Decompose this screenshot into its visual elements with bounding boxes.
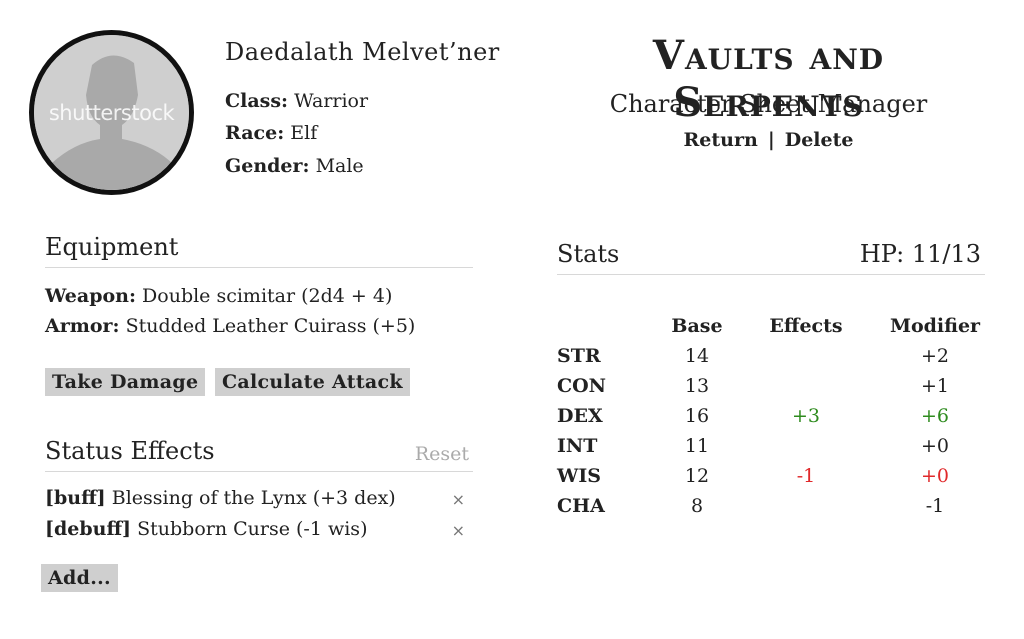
- stat-modifier: -1: [925, 495, 945, 517]
- table-row: CHA 8 -1: [557, 491, 1010, 521]
- effect-text: Stubborn Curse (-1 wis): [137, 518, 368, 540]
- table-row: INT 11 +0: [557, 431, 1010, 461]
- stat-effect: +3: [791, 405, 820, 427]
- character-portrait: shutterstock: [29, 30, 194, 195]
- character-name: Daedalath Melvet’ner: [225, 38, 500, 66]
- remove-effect-icon[interactable]: ×: [451, 521, 465, 540]
- gender-label: Gender:: [225, 155, 310, 177]
- weapon-label: Weapon:: [45, 285, 136, 307]
- gender-value: Male: [315, 155, 364, 177]
- weapon-value: Double scimitar (2d4 + 4): [142, 285, 393, 307]
- stat-base: 8: [690, 495, 704, 517]
- stat-base: 13: [684, 375, 710, 397]
- stat-modifier: +0: [920, 435, 949, 457]
- status-effect-item: [buff] Blessing of the Lynx (+3 dex) ×: [45, 487, 465, 509]
- portrait-silhouette: [34, 35, 189, 190]
- table-row: STR 14 +2: [557, 341, 1010, 371]
- stat-base: 14: [684, 345, 710, 367]
- take-damage-button[interactable]: Take Damage: [45, 368, 206, 396]
- effect-tag: [buff]: [45, 487, 106, 509]
- remove-effect-icon[interactable]: ×: [451, 490, 465, 509]
- status-effect-item: [debuff] Stubborn Curse (-1 wis) ×: [45, 518, 465, 540]
- stat-modifier: +2: [920, 345, 949, 367]
- stats-heading: Stats HP: 11/13: [557, 240, 985, 275]
- stat-name: INT: [557, 435, 598, 457]
- app-title: Vaults and Serpents: [652, 32, 885, 126]
- stat-effect: [752, 491, 860, 521]
- race-value: Elf: [290, 122, 318, 144]
- effect-text: Blessing of the Lynx (+3 dex): [111, 487, 396, 509]
- effect-tag: [debuff]: [45, 518, 132, 540]
- stat-base: 12: [684, 465, 710, 487]
- delete-link[interactable]: Delete: [784, 129, 854, 151]
- column-header: Effects: [769, 315, 843, 337]
- return-link[interactable]: Return: [683, 129, 758, 151]
- stat-name: CON: [557, 375, 607, 397]
- calculate-attack-button[interactable]: Calculate Attack: [215, 368, 410, 396]
- stat-name: WIS: [557, 465, 601, 487]
- nav-separator: |: [767, 129, 775, 151]
- race-label: Race:: [225, 122, 285, 144]
- stat-name: DEX: [557, 405, 603, 427]
- stat-name: STR: [557, 345, 601, 367]
- stat-effect: [752, 341, 860, 371]
- character-race: Race: Elf: [225, 122, 317, 144]
- stat-effect: [752, 431, 860, 461]
- stats-table: Base Effects Modifier STR 14 +2 CON 13 +…: [557, 311, 1010, 521]
- stat-effect: -1: [796, 465, 816, 487]
- add-effect-button[interactable]: Add...: [41, 564, 118, 592]
- class-value: Warrior: [294, 90, 369, 112]
- stat-effect: [752, 371, 860, 401]
- watermark-text: shutterstock: [48, 101, 175, 125]
- app-subtitle: Character Sheet Manager: [609, 90, 928, 118]
- armor-label: Armor:: [45, 315, 120, 337]
- stats-title: Stats: [557, 240, 620, 268]
- stat-name: CHA: [557, 495, 605, 517]
- column-header: Base: [671, 315, 723, 337]
- equipment-heading: Equipment: [45, 233, 473, 268]
- table-row: CON 13 +1: [557, 371, 1010, 401]
- stat-modifier: +0: [920, 465, 949, 487]
- weapon-line: Weapon: Double scimitar (2d4 + 4): [45, 285, 392, 307]
- stat-base: 11: [684, 435, 710, 457]
- column-header: [557, 311, 642, 341]
- hp-value: 11/13: [911, 240, 981, 268]
- stat-modifier: +6: [920, 405, 949, 427]
- character-class: Class: Warrior: [225, 90, 368, 112]
- equipment-title: Equipment: [45, 233, 179, 261]
- table-row: DEX 16 +3 +6: [557, 401, 1010, 431]
- hp-label: HP:: [859, 240, 905, 268]
- stat-modifier: +1: [920, 375, 949, 397]
- column-header: Modifier: [889, 315, 981, 337]
- status-effects-title: Status Effects: [45, 437, 215, 465]
- table-row: WIS 12 -1 +0: [557, 461, 1010, 491]
- stats-header-row: Base Effects Modifier: [557, 311, 1010, 341]
- reset-link[interactable]: Reset: [414, 443, 469, 465]
- hp-display: HP: 11/13: [860, 240, 981, 268]
- stat-base: 16: [684, 405, 710, 427]
- class-label: Class:: [225, 90, 289, 112]
- character-gender: Gender: Male: [225, 155, 364, 177]
- status-effects-heading: Status Effects Reset: [45, 437, 473, 472]
- page-nav: Return | Delete: [556, 129, 981, 151]
- armor-line: Armor: Studded Leather Cuirass (+5): [45, 315, 415, 337]
- armor-value: Studded Leather Cuirass (+5): [125, 315, 416, 337]
